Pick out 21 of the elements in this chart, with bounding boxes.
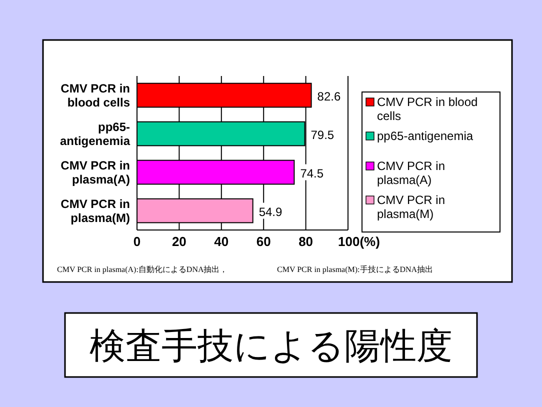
legend-label: CMV PCR in plasma(A) [377, 159, 446, 187]
data-label: 74.5 [300, 166, 324, 180]
y-tick-label: CMV PCR in plasma(A) [60, 158, 130, 186]
y-tick-label: CMV PCR in blood cells [60, 81, 130, 110]
data-label: 79.5 [310, 128, 334, 142]
x-tick-label: 40 [214, 234, 229, 249]
data-label: 54.9 [258, 204, 283, 219]
y-tick-label: CMV PCR in plasma(M) [60, 196, 130, 225]
y-tick-label: pp65-antigenemia [60, 120, 130, 148]
text: CMV PCR in plasma(M):手技によるDNA抽出 [277, 265, 434, 274]
x-tick-label: 0 [133, 234, 141, 249]
text: CMV PCR in plasma(A):自動化によるDNA抽出， [57, 265, 228, 274]
x-tick-label: 60 [256, 234, 271, 249]
legend-label: pp65-antigenemia [377, 129, 474, 143]
x-tick-label: 100(%) [338, 234, 380, 249]
x-tick-label: 20 [172, 234, 186, 249]
x-tick-label: 80 [298, 234, 314, 249]
legend-label: CMV PCR in plasma(M) [377, 193, 446, 221]
text: 検査手技による陽性度 [90, 326, 452, 367]
data-label: 82.6 [317, 89, 341, 104]
legend-label: CMV PCR in blood cells [377, 95, 478, 123]
